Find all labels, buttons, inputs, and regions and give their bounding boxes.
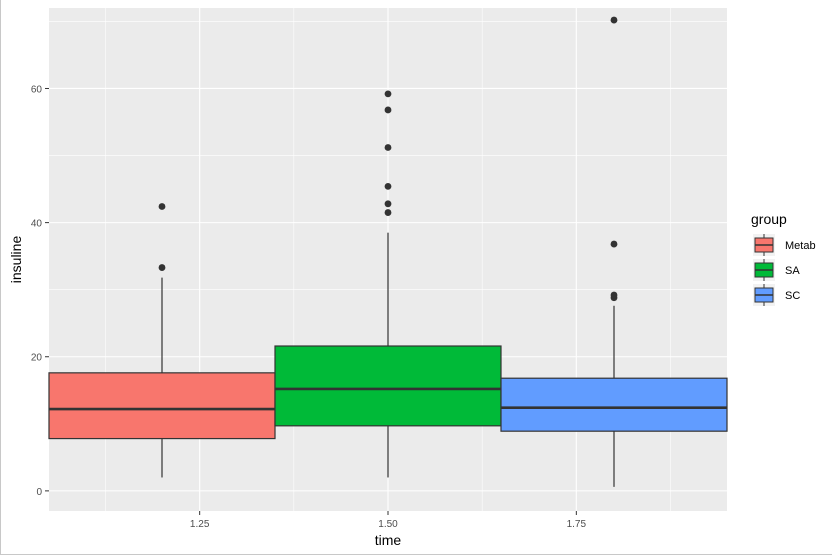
box-body — [48, 372, 276, 440]
outlier-point — [610, 291, 618, 299]
box-body — [500, 377, 728, 432]
outlier-point — [384, 144, 392, 151]
legend-title: group — [751, 211, 787, 227]
x-tick-label: 1.75 — [567, 519, 587, 530]
outlier-point — [384, 90, 392, 98]
outlier-point — [384, 209, 392, 216]
outlier-point — [610, 240, 618, 248]
outlier-point — [158, 203, 166, 210]
x-tick-label: 1.25 — [190, 519, 210, 530]
box-sc — [500, 16, 728, 487]
legend-key-metab: Metab — [753, 234, 816, 256]
y-axis-label: insuline — [8, 236, 24, 284]
legend-key-sc: SC — [753, 284, 800, 306]
outlier-point — [158, 264, 166, 271]
outlier-point — [384, 200, 392, 208]
outlier-point — [384, 182, 392, 190]
y-tick-label: 20 — [31, 353, 43, 364]
box-metab — [48, 203, 276, 478]
legend-label: SA — [785, 265, 800, 277]
x-axis-label: time — [375, 532, 402, 548]
legend-key-sa: SA — [753, 259, 800, 281]
outlier-point — [610, 16, 618, 24]
box-body — [274, 345, 502, 427]
x-tick-label: 1.50 — [378, 519, 398, 530]
y-tick-label: 60 — [31, 84, 43, 95]
box-sa — [274, 90, 502, 478]
axes: 0 20 40 60 1.25 1.50 1.75 — [31, 84, 587, 530]
outlier-point — [384, 106, 392, 114]
legend: group Metab SA SC — [751, 211, 816, 306]
boxes — [48, 16, 728, 487]
y-tick-label: 0 — [36, 487, 42, 498]
y-tick-label: 40 — [31, 219, 43, 230]
legend-label: Metab — [785, 240, 816, 252]
legend-label: SC — [785, 290, 800, 302]
